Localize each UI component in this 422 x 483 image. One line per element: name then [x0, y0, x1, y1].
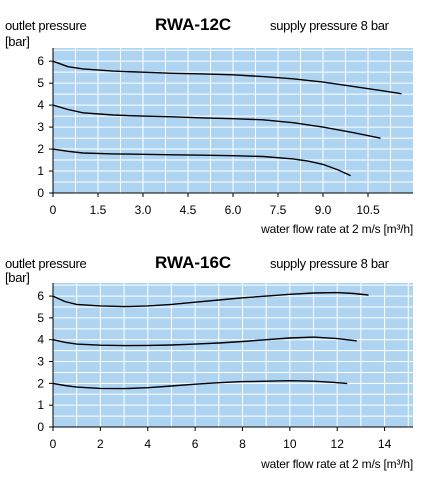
x-tick-label: 10.5 [356, 203, 380, 217]
x-tick-labels: 0 1.5 3.0 4.5 6.0 7.5 9.0 10.5 [50, 203, 380, 217]
grid-lines [53, 48, 413, 193]
series-line-2 [52, 104, 381, 139]
y-tick-label: 2 [37, 376, 44, 390]
y-axis-title: outlet pressure [5, 18, 87, 33]
y-tick-label: 3 [37, 120, 44, 134]
x-axis-label: water flow rate at 2 m/s [m³/h] [260, 222, 413, 236]
y-tick-label: 2 [37, 142, 44, 156]
y-axis-unit: [bar] [5, 270, 30, 285]
chart-title: RWA-12C [155, 15, 231, 34]
x-tick-label: 4.5 [180, 203, 197, 217]
y-tick-labels: 0 1 2 3 4 5 6 [37, 289, 44, 434]
x-tick-labels: 0 2 4 6 8 10 12 14 [50, 437, 392, 451]
y-axis-title: outlet pressure [5, 256, 87, 271]
x-tick-label: 0 [50, 437, 57, 451]
series-line-2 [52, 336, 357, 347]
chart-title: RWA-16C [155, 253, 231, 272]
y-tick-label: 6 [37, 289, 44, 303]
x-tick-label: 8 [239, 437, 246, 451]
x-tick-label: 14 [378, 437, 392, 451]
series-group [52, 60, 402, 177]
x-tick-label: 7.5 [270, 203, 287, 217]
x-tick-label: 1.5 [90, 203, 107, 217]
supply-pressure-note: supply pressure 8 bar [270, 18, 390, 33]
y-tick-label: 4 [37, 333, 44, 347]
x-tick-label: 9.0 [315, 203, 332, 217]
axes [49, 48, 413, 197]
series-line-3 [52, 380, 348, 390]
x-tick-label: 6.0 [225, 203, 242, 217]
series-group [52, 291, 369, 390]
x-tick-label: 2 [97, 437, 104, 451]
supply-pressure-note: supply pressure 8 bar [270, 256, 390, 271]
x-tick-label: 4 [144, 437, 151, 451]
y-tick-label: 4 [37, 98, 44, 112]
series-line-3 [52, 148, 351, 177]
series-line-1 [52, 60, 402, 95]
y-tick-label: 6 [37, 54, 44, 68]
x-tick-label: 0 [50, 203, 57, 217]
y-tick-label: 1 [37, 398, 44, 412]
y-tick-label: 0 [37, 186, 44, 200]
x-axis-label: water flow rate at 2 m/s [m³/h] [260, 457, 413, 471]
y-tick-labels: 0 1 2 3 4 5 6 [37, 54, 44, 200]
y-tick-label: 5 [37, 76, 44, 90]
x-tick-label: 3.0 [135, 203, 152, 217]
x-tick-label: 6 [192, 437, 199, 451]
y-tick-label: 0 [37, 420, 44, 434]
y-axis-unit: [bar] [5, 34, 30, 49]
x-tick-label: 10 [283, 437, 297, 451]
y-tick-label: 3 [37, 355, 44, 369]
series-line-1 [52, 291, 369, 308]
y-tick-label: 1 [37, 164, 44, 178]
chart-rwa-16c: outlet pressure RWA-16C supply pressure … [5, 253, 413, 471]
x-tick-label: 12 [331, 437, 345, 451]
y-tick-label: 5 [37, 311, 44, 325]
chart-rwa-12c: outlet pressure RWA-12C supply pressure … [5, 15, 413, 236]
axes [49, 283, 413, 431]
